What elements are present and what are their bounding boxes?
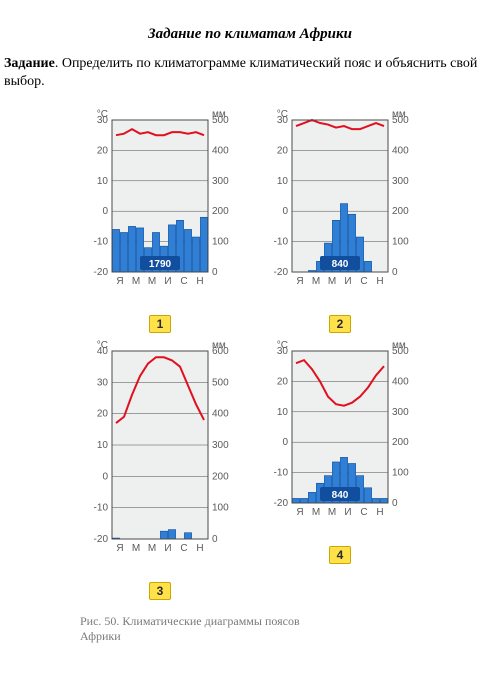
- svg-text:И: И: [164, 543, 171, 554]
- svg-text:10: 10: [277, 407, 289, 418]
- svg-text:°C: °C: [277, 109, 288, 120]
- svg-text:400: 400: [392, 376, 409, 387]
- svg-text:0: 0: [392, 498, 398, 509]
- panel-2-number: 2: [329, 315, 352, 333]
- svg-text:20: 20: [277, 376, 289, 387]
- svg-text:И: И: [344, 276, 351, 287]
- svg-text:°C: °C: [97, 340, 108, 351]
- svg-text:10: 10: [97, 440, 109, 451]
- svg-text:840: 840: [332, 490, 349, 501]
- svg-text:400: 400: [392, 145, 409, 156]
- svg-text:М: М: [148, 276, 156, 287]
- figure-caption: Рис. 50. Климатические диаграммы поясов …: [80, 614, 340, 644]
- svg-text:М: М: [328, 276, 336, 287]
- panel-4: -20-1001020300100200300400500°Cмм840ЯММИ…: [262, 337, 418, 600]
- svg-text:0: 0: [282, 206, 288, 217]
- svg-text:200: 200: [392, 206, 409, 217]
- svg-text:0: 0: [102, 471, 108, 482]
- svg-text:С: С: [180, 276, 187, 287]
- svg-text:Я: Я: [116, 276, 123, 287]
- svg-text:С: С: [360, 276, 367, 287]
- svg-text:0: 0: [212, 534, 218, 545]
- svg-text:-20: -20: [274, 498, 289, 509]
- svg-text:200: 200: [212, 206, 229, 217]
- svg-text:М: М: [148, 543, 156, 554]
- svg-text:840: 840: [332, 259, 349, 270]
- panel-4-number: 4: [329, 546, 352, 564]
- svg-text:200: 200: [392, 437, 409, 448]
- svg-text:1790: 1790: [149, 259, 172, 270]
- svg-text:Н: Н: [376, 507, 383, 518]
- svg-text:М: М: [132, 276, 140, 287]
- svg-text:М: М: [312, 276, 320, 287]
- svg-text:И: И: [344, 507, 351, 518]
- svg-text:Я: Я: [116, 543, 123, 554]
- svg-text:мм: мм: [212, 109, 226, 120]
- task-text: Задание. Определить по климатограмме кли…: [4, 55, 496, 90]
- climograms-grid: -20-1001020300100200300400500°Cмм1790ЯММ…: [4, 106, 496, 604]
- svg-text:400: 400: [212, 409, 229, 420]
- svg-text:-10: -10: [274, 237, 289, 248]
- svg-text:30: 30: [97, 377, 109, 388]
- svg-text:20: 20: [97, 409, 109, 420]
- svg-text:Н: Н: [376, 276, 383, 287]
- svg-text:200: 200: [212, 471, 229, 482]
- climogram-svg: -20-100102030400100200300400500600°CммЯМ…: [82, 337, 238, 573]
- task-label: Задание: [4, 56, 55, 71]
- svg-text:М: М: [312, 507, 320, 518]
- svg-text:-10: -10: [94, 503, 109, 514]
- svg-text:300: 300: [392, 407, 409, 418]
- svg-text:-20: -20: [94, 267, 109, 278]
- panel-1: -20-1001020300100200300400500°Cмм1790ЯММ…: [82, 106, 238, 333]
- svg-text:М: М: [132, 543, 140, 554]
- svg-text:мм: мм: [392, 340, 406, 351]
- svg-text:20: 20: [277, 145, 289, 156]
- svg-text:0: 0: [102, 206, 108, 217]
- panel-3-number: 3: [149, 582, 172, 600]
- svg-text:М: М: [328, 507, 336, 518]
- svg-text:Я: Я: [296, 507, 303, 518]
- climogram-svg: -20-1001020300100200300400500°Cмм1790ЯММ…: [82, 106, 238, 306]
- panel-3: -20-100102030400100200300400500600°CммЯМ…: [82, 337, 238, 600]
- svg-text:С: С: [180, 543, 187, 554]
- svg-text:мм: мм: [392, 109, 406, 120]
- panel-2: -20-1001020300100200300400500°Cмм840ЯММИ…: [262, 106, 418, 333]
- svg-text:300: 300: [212, 176, 229, 187]
- task-body: Определить по климатограмме климатически…: [4, 56, 477, 89]
- svg-text:100: 100: [212, 503, 229, 514]
- climogram-svg: -20-1001020300100200300400500°Cмм840ЯММИ…: [262, 106, 418, 306]
- svg-text:0: 0: [212, 267, 218, 278]
- panel-1-number: 1: [149, 315, 172, 333]
- svg-text:400: 400: [212, 145, 229, 156]
- svg-text:300: 300: [212, 440, 229, 451]
- svg-text:-20: -20: [94, 534, 109, 545]
- svg-text:С: С: [360, 507, 367, 518]
- svg-text:0: 0: [392, 267, 398, 278]
- svg-text:И: И: [164, 276, 171, 287]
- svg-text:Я: Я: [296, 276, 303, 287]
- svg-text:-20: -20: [274, 267, 289, 278]
- svg-text:100: 100: [392, 468, 409, 479]
- svg-text:Н: Н: [196, 543, 203, 554]
- svg-text:-10: -10: [274, 468, 289, 479]
- svg-text:Н: Н: [196, 276, 203, 287]
- svg-text:°C: °C: [97, 109, 108, 120]
- svg-text:500: 500: [212, 377, 229, 388]
- svg-text:20: 20: [97, 145, 109, 156]
- svg-text:0: 0: [282, 437, 288, 448]
- svg-text:10: 10: [97, 176, 109, 187]
- svg-text:10: 10: [277, 176, 289, 187]
- svg-text:°C: °C: [277, 340, 288, 351]
- climogram-svg: -20-1001020300100200300400500°Cмм840ЯММИ…: [262, 337, 418, 537]
- svg-text:100: 100: [212, 237, 229, 248]
- svg-text:300: 300: [392, 176, 409, 187]
- page-title: Задание по климатам Африки: [4, 26, 496, 43]
- svg-text:мм: мм: [212, 340, 226, 351]
- svg-text:100: 100: [392, 237, 409, 248]
- svg-text:-10: -10: [94, 237, 109, 248]
